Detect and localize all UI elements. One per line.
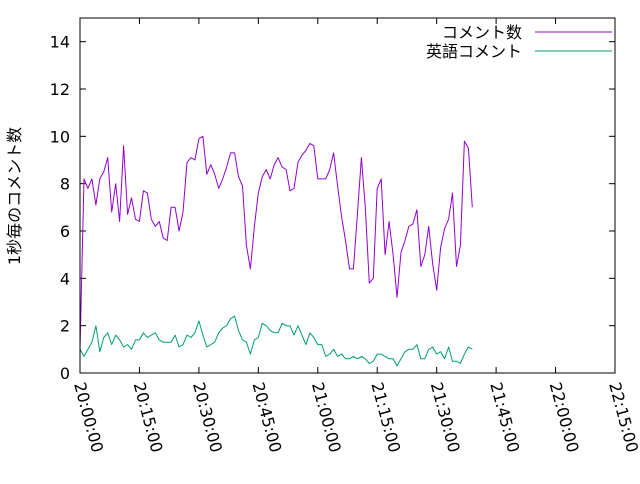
legend-label: 英語コメント [426,42,522,61]
y-tick-label: 8 [60,175,70,194]
x-tick-label: 22:00:00 [546,380,583,454]
x-tick-label: 20:45:00 [248,380,285,454]
x-tick-label: 22:15:00 [605,380,640,454]
x-tick-label: 21:30:00 [427,380,464,454]
y-tick-label: 10 [50,127,70,146]
x-tick-label: 20:30:00 [189,380,226,454]
x-tick-label: 21:15:00 [367,380,404,454]
y-axis-ticks: 0 2 4 6 8 10 12 14 [50,33,615,383]
y-axis-label: 1秒毎のコメント数 [5,127,24,265]
x-tick-label: 21:45:00 [486,380,523,454]
y-tick-label: 14 [50,33,70,52]
legend-label: コメント数 [442,23,522,42]
y-tick-label: 6 [60,222,70,241]
plot-frame [79,17,616,374]
x-tick-label: 21:00:00 [308,380,345,454]
series-line-1 [79,315,473,367]
y-tick-label: 2 [60,317,70,336]
y-tick-label: 12 [50,80,70,99]
y-tick-label: 4 [60,269,70,288]
series-line-0 [79,135,473,350]
x-axis-ticks: 20:00:00 20:15:00 20:30:00 20:45:00 21:00:00… [70,18,640,454]
x-tick-label: 20:15:00 [130,380,167,454]
series-layer [79,135,473,367]
y-tick-label: 0 [60,364,70,383]
x-tick-label: 20:00:00 [70,380,107,454]
